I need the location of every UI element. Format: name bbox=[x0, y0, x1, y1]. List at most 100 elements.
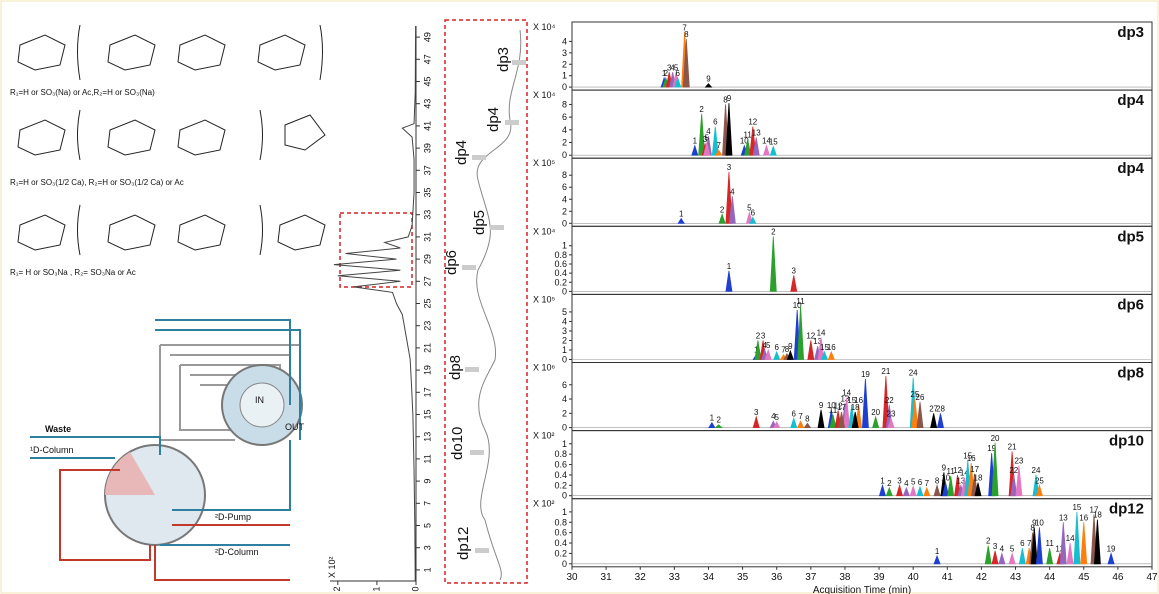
y-tick-label: 1 bbox=[562, 241, 567, 251]
peak-label: 1 bbox=[710, 414, 715, 423]
valve-label: ²D-Column bbox=[215, 547, 259, 557]
peak-label: 2 bbox=[887, 479, 892, 488]
y-tick-label: 8 bbox=[562, 170, 567, 180]
peak-label: 21 bbox=[881, 367, 890, 376]
time-tick-label: 43 bbox=[422, 99, 432, 109]
y-tick-label: 8 bbox=[562, 99, 567, 109]
time-tick-label: 13 bbox=[422, 432, 432, 442]
y-tick-label: 2 bbox=[562, 59, 567, 69]
peak-label: 3 bbox=[761, 331, 766, 340]
peak-label: 5 bbox=[1010, 544, 1015, 553]
peak-label: 6 bbox=[713, 118, 718, 127]
y-tick-label: 0.6 bbox=[554, 460, 567, 470]
peak-label: 24 bbox=[1032, 466, 1041, 475]
time-tick-label: 19 bbox=[422, 365, 432, 375]
scale-label: X 10⁶ bbox=[533, 363, 556, 373]
peak-label: 3 bbox=[993, 542, 998, 551]
x-tick-label: 34 bbox=[703, 572, 715, 583]
peak-label: 15 bbox=[1072, 503, 1081, 512]
peak-label: 23 bbox=[887, 409, 896, 418]
peak-label: 28 bbox=[936, 404, 945, 413]
y-tick-label: 2 bbox=[562, 206, 567, 216]
peak-label: 22 bbox=[885, 396, 894, 405]
y-tick-label: 0.2 bbox=[554, 277, 567, 287]
y-tick-label: 0 bbox=[562, 286, 567, 296]
x-tick-label: 31 bbox=[601, 572, 613, 583]
y-tick-label: 0.6 bbox=[554, 259, 567, 269]
intensity-tick-label: 2 bbox=[332, 586, 342, 591]
peak-label: 7 bbox=[925, 479, 930, 488]
y-tick-label: 0 bbox=[562, 218, 567, 228]
x-tick-label: 36 bbox=[771, 572, 783, 583]
valve-label: ²D-Pump bbox=[215, 512, 251, 522]
peak-label: 12 bbox=[748, 118, 757, 127]
y-tick-label: 5 bbox=[562, 307, 567, 317]
x-tick-label: 44 bbox=[1044, 572, 1056, 583]
y-tick-label: 0.4 bbox=[554, 268, 567, 278]
peak-label: 1 bbox=[880, 476, 885, 485]
fraction-label: dp4 bbox=[485, 107, 502, 132]
fraction-label: dp12 bbox=[455, 527, 472, 560]
peak-label: 4 bbox=[904, 479, 909, 488]
y-tick-label: 4 bbox=[562, 125, 567, 135]
scale-label: X 10² bbox=[533, 431, 555, 441]
time-tick-label: 1 bbox=[422, 567, 432, 572]
peak-label: 18 bbox=[1093, 511, 1102, 520]
peak-label: 4 bbox=[1000, 544, 1005, 553]
time-tick-label: 15 bbox=[422, 409, 432, 419]
peak-label: 20 bbox=[871, 408, 880, 417]
peak-label: 2 bbox=[771, 228, 776, 237]
x-tick-label: 46 bbox=[1112, 572, 1124, 583]
x-tick-label: 47 bbox=[1146, 572, 1158, 583]
y-tick-label: 4 bbox=[562, 36, 567, 46]
peak-label: 16 bbox=[1079, 513, 1088, 522]
r-group-note: R₁=H or SO₃(1/2 Ca), R₂=H or SO₃(1/2 Ca)… bbox=[10, 178, 184, 187]
scale-label: X 10⁵ bbox=[533, 158, 556, 168]
time-tick-label: 21 bbox=[422, 343, 432, 353]
peak-label: 21 bbox=[1008, 443, 1017, 452]
peak-label: 10 bbox=[1035, 518, 1044, 527]
intensity-tick-label: 1 bbox=[371, 586, 381, 591]
peak-label: 13 bbox=[1059, 513, 1068, 522]
panel-title: dp12 bbox=[1109, 501, 1144, 518]
y-tick-label: 0.2 bbox=[554, 480, 567, 490]
peak-label: 18 bbox=[851, 403, 860, 412]
x-tick-label: 32 bbox=[635, 572, 647, 583]
peak-label: 9 bbox=[788, 342, 793, 351]
panel-title: dp6 bbox=[1117, 296, 1144, 313]
time-tick-label: 33 bbox=[422, 210, 432, 220]
y-tick-label: 1 bbox=[562, 71, 567, 81]
peak-label: 26 bbox=[916, 393, 925, 402]
y-tick-label: 4 bbox=[562, 194, 567, 204]
time-tick-label: 9 bbox=[422, 479, 432, 484]
y-tick-label: 3 bbox=[562, 48, 567, 58]
peak-label: 9 bbox=[819, 401, 824, 410]
y-tick-label: 1 bbox=[562, 507, 567, 517]
peak-label: 20 bbox=[991, 434, 1000, 443]
peak-label: 11 bbox=[1045, 539, 1054, 548]
time-tick-label: 47 bbox=[422, 54, 432, 64]
peak-label: 6 bbox=[918, 478, 923, 487]
peak-label: 2 bbox=[720, 205, 725, 214]
x-tick-label: 39 bbox=[873, 572, 885, 583]
y-tick-label: 4 bbox=[562, 394, 567, 404]
y-tick-label: 0 bbox=[562, 82, 567, 92]
peak-label: 13 bbox=[752, 128, 761, 137]
y-tick-label: 2 bbox=[562, 138, 567, 148]
time-tick-label: 39 bbox=[422, 143, 432, 153]
y-tick-label: 0.8 bbox=[554, 449, 567, 459]
peak-label: 3 bbox=[792, 266, 797, 275]
fraction-label: dp6 bbox=[443, 250, 460, 275]
peak-label: 14 bbox=[817, 329, 826, 338]
scale-label: X 10⁴ bbox=[533, 22, 556, 32]
x-tick-label: 40 bbox=[908, 572, 920, 583]
panel-title: dp5 bbox=[1117, 228, 1144, 245]
time-tick-label: 29 bbox=[422, 254, 432, 264]
peak-label: 24 bbox=[909, 369, 918, 378]
peak-label: 8 bbox=[684, 30, 689, 39]
peak-label: 17 bbox=[837, 403, 846, 412]
figure: R₁=H or SO₃(Na) or Ac,R₂=H or SO₃(Na) R₁… bbox=[0, 0, 1159, 594]
peak-label: 8 bbox=[805, 414, 810, 423]
peak-label: 6 bbox=[676, 69, 681, 78]
panel-title: dp3 bbox=[1117, 24, 1144, 41]
